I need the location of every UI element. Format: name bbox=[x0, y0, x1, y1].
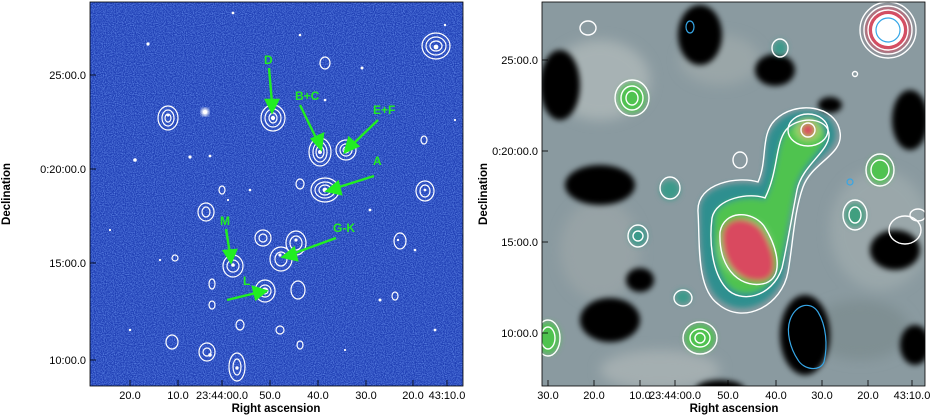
left-x-tick-label: 20.0 bbox=[402, 390, 423, 402]
right-x-ticks: 30.0 20.0 10.023:44:00.0 50.0 40.0 30.0 20.0 43… bbox=[537, 380, 930, 402]
right-x-tick-label: 20.0 bbox=[857, 390, 878, 402]
left-y-tick-label: 0:20:00.0 bbox=[40, 164, 86, 176]
star-field bbox=[108, 11, 457, 370]
left-x-tick-label: 10.0 bbox=[167, 390, 188, 402]
right-x-tick-label: 50.0 bbox=[717, 390, 738, 402]
marker-label-m: M bbox=[220, 214, 230, 228]
right-y-tick-label: 0:20:00.0 bbox=[492, 146, 538, 158]
map-frame bbox=[541, 1, 926, 387]
left-y-ticks: 25:00.0 0:20:00.0 15:00.0 10:00.0 bbox=[40, 70, 96, 367]
optical-image: D B+C E+F A G-K M L bbox=[90, 2, 463, 386]
marker-labels: D B+C E+F A G-K M L bbox=[220, 53, 395, 288]
right-x-tick-label: 20.0 bbox=[583, 390, 604, 402]
marker-label-l: L bbox=[243, 274, 250, 288]
left-y-tick-label: 10:00.0 bbox=[49, 355, 86, 367]
marker-arrows bbox=[221, 67, 379, 302]
right-y-tick-label: 25:00.0 bbox=[501, 55, 538, 67]
left-x-tick-label: 43:10.0 bbox=[429, 390, 466, 402]
right-x-tick-label: 40.0 bbox=[765, 390, 786, 402]
marker-label-gk: G-K bbox=[333, 221, 355, 235]
left-x-tick-label: 30.0 bbox=[355, 390, 376, 402]
right-y-tick-label: 15:00.0 bbox=[501, 237, 538, 249]
right-x-tick-label: 30.0 bbox=[537, 390, 558, 402]
right-y-tick-label: 10:00.0 bbox=[501, 328, 538, 340]
right-x-axis-label: Right ascension bbox=[690, 403, 779, 415]
optical-panel: D B+C E+F A G-K M L 20.0 10.0 23:44:00.0 50… bbox=[1, 1, 465, 415]
right-x-tick-label: 43:10.0 bbox=[894, 390, 931, 402]
map-contours bbox=[542, 2, 925, 357]
bright-source bbox=[872, 14, 904, 46]
left-y-tick-label: 25:00.0 bbox=[49, 70, 86, 82]
smoothed-map bbox=[542, 2, 925, 386]
marker-label-a: A bbox=[373, 154, 382, 168]
black-regions bbox=[542, 5, 925, 386]
left-x-tick-label: 20.0 bbox=[119, 390, 140, 402]
right-x-tick-label: 30.0 bbox=[811, 390, 832, 402]
left-x-tick-label: 50.0 bbox=[259, 390, 280, 402]
negative-contours bbox=[685, 17, 901, 370]
left-x-ticks: 20.0 10.0 23:44:00.0 50.0 40.0 30.0 20.0 43:10.… bbox=[119, 380, 465, 402]
right-x-tick-label: 10.0 bbox=[629, 390, 650, 402]
left-x-axis-label: Right ascension bbox=[232, 403, 321, 415]
left-y-tick-label: 15:00.0 bbox=[49, 258, 86, 270]
left-y-axis-label: Declination bbox=[1, 163, 13, 225]
left-x-tick-label: 40.0 bbox=[307, 390, 328, 402]
marker-label-ef: E+F bbox=[373, 103, 395, 117]
right-y-axis-label: Declination bbox=[478, 163, 490, 225]
right-y-ticks: 25:00.0 0:20:00.0 15:00.0 10:00.0 bbox=[492, 55, 548, 340]
left-x-tick-label: 23:44:00.0 bbox=[196, 390, 248, 402]
optical-frame bbox=[89, 1, 464, 387]
right-x-tick-label: 23:44:00.0 bbox=[649, 390, 701, 402]
marker-label-d: D bbox=[264, 53, 273, 67]
marker-label-bc: B+C bbox=[295, 89, 320, 103]
map-panel: 30.0 20.0 10.023:44:00.0 50.0 40.0 30.0 20.0 43… bbox=[478, 1, 930, 415]
